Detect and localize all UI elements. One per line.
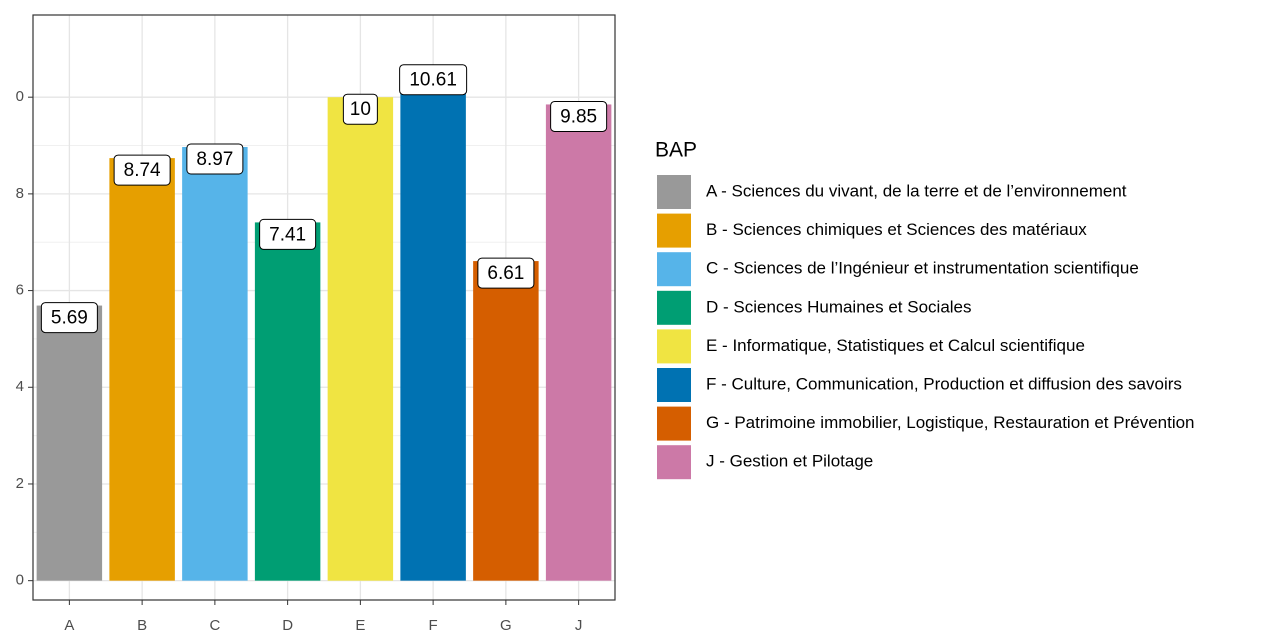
legend-swatch — [657, 406, 691, 441]
value-label-box — [113, 154, 171, 186]
value-label: 7.41 — [269, 224, 306, 245]
legend-label: J - Gestion et Pilotage — [706, 452, 873, 471]
legend-label: C - Sciences de l’Ingénieur et instrumen… — [706, 259, 1139, 278]
value-label: 10.61 — [409, 70, 457, 91]
x-tick-label: D — [282, 617, 293, 634]
value-label-box — [342, 93, 378, 125]
bar — [109, 158, 175, 581]
value-label: 8.74 — [124, 160, 161, 181]
y-tick-label: 2 — [16, 475, 24, 492]
x-tick-label: G — [500, 617, 512, 634]
legend-swatch — [657, 213, 691, 248]
y-tick-label: 8 — [16, 185, 24, 202]
value-label: 10 — [350, 99, 371, 120]
bar — [545, 104, 612, 581]
value-label: 5.69 — [51, 308, 88, 329]
legend-swatch — [657, 290, 691, 325]
value-label-box — [186, 143, 244, 175]
value-label-box — [477, 257, 535, 289]
x-tick-label: A — [64, 617, 74, 634]
y-tick-label: 0 — [16, 572, 24, 589]
y-tick-label: 0 — [16, 88, 24, 105]
bar — [254, 222, 321, 581]
bar — [400, 67, 466, 581]
value-label-box — [259, 218, 317, 250]
x-tick-label: C — [209, 617, 220, 634]
value-label: 8.97 — [196, 149, 233, 170]
y-tick-label: 6 — [16, 282, 24, 299]
legend-label: D - Sciences Humaines et Sociales — [706, 297, 972, 316]
legend-swatch — [657, 368, 691, 402]
x-tick-label: B — [137, 617, 147, 634]
value-label-box — [550, 100, 608, 132]
legend-label: A - Sciences du vivant, de la terre et d… — [706, 181, 1127, 200]
panel-border — [32, 14, 616, 601]
value-label-box — [40, 302, 98, 334]
bar — [473, 261, 539, 581]
legend-swatch — [657, 175, 691, 209]
value-label-box — [399, 64, 468, 96]
bar — [182, 146, 248, 581]
legend-swatch — [657, 329, 691, 364]
x-tick-label: F — [429, 617, 438, 634]
legend-label: G - Patrimoine immobilier, Logistique, R… — [706, 413, 1195, 432]
legend-title: BAP — [655, 139, 697, 162]
bar — [36, 305, 103, 581]
bar — [327, 97, 394, 581]
value-label: 6.61 — [487, 263, 524, 284]
legend-swatch — [657, 252, 691, 287]
legend-label: B - Sciences chimiques et Sciences des m… — [706, 220, 1087, 239]
legend-label: E - Informatique, Statistiques et Calcul… — [706, 336, 1085, 355]
legend-swatch — [657, 445, 691, 480]
x-tick-label: J — [575, 617, 583, 634]
legend-label: F - Culture, Communication, Production e… — [706, 374, 1182, 393]
x-tick-label: E — [355, 617, 365, 634]
value-label: 9.85 — [560, 106, 597, 127]
y-tick-label: 4 — [16, 378, 24, 395]
